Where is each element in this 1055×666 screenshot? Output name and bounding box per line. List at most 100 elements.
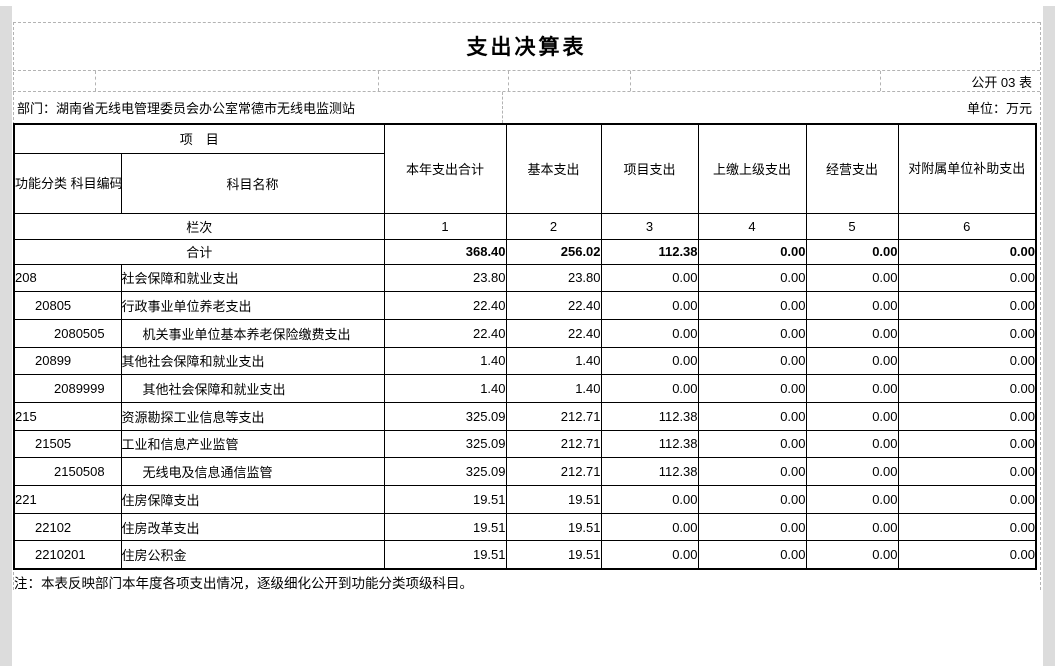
value-cell: 112.38 — [600, 401, 699, 431]
value-cell: 0.00 — [805, 263, 899, 293]
subject-name-cell: 资源勘探工业信息等支出 — [120, 401, 385, 431]
unit-label: 单位：万元 — [966, 101, 1032, 116]
value-cell: 22.40 — [383, 318, 507, 348]
header-col-operating: 经营支出 — [805, 123, 899, 214]
header-function-code: 功能分类 科目编码 — [13, 152, 122, 214]
page-title: 支出决算表 — [466, 36, 587, 59]
subject-name-cell: 住房保障支出 — [120, 485, 385, 514]
column-index: 3 — [600, 212, 699, 240]
table-row: 215 资源勘探工业信息等支出 325.09 212.71 112.38 0.0… — [13, 401, 1037, 431]
value-cell: 23.80 — [505, 263, 602, 293]
value-cell: 19.51 — [505, 512, 602, 542]
header-subject-name: 科目名称 — [120, 152, 385, 214]
table-row: 221 住房保障支出 19.51 19.51 0.00 0.00 0.00 0.… — [13, 485, 1037, 514]
column-index: 1 — [383, 212, 507, 240]
print-area-top-boundary — [13, 22, 1040, 23]
value-cell: 0.00 — [600, 512, 699, 542]
subject-name-cell: 住房改革支出 — [120, 512, 385, 542]
value-cell: 256.02 — [505, 238, 602, 265]
value-cell: 0.00 — [805, 318, 899, 348]
gridline — [502, 92, 503, 123]
function-code-cell: 2089999 — [13, 374, 122, 403]
value-cell: 0.00 — [805, 429, 899, 459]
value-cell: 0.00 — [897, 512, 1037, 542]
table-row: 2080505 机关事业单位基本养老保险缴费支出 22.40 22.40 0.0… — [13, 318, 1037, 348]
value-cell: 0.00 — [697, 374, 807, 403]
gridline — [508, 71, 509, 91]
subject-name-cell: 行政事业单位养老支出 — [120, 291, 385, 320]
function-code-cell: 2150508 — [13, 457, 122, 486]
function-code-cell: 208 — [13, 263, 122, 293]
value-cell: 212.71 — [505, 429, 602, 459]
expenditure-table: 项 目 本年支出合计 基本支出 项目支出 上缴上级支出 经营支出 对附属单位补助… — [13, 123, 1038, 570]
total-label: 合计 — [13, 238, 385, 265]
table-row: 2089999 其他社会保障和就业支出 1.40 1.40 0.00 0.00 … — [13, 374, 1037, 403]
header-col-total-year: 本年支出合计 — [383, 123, 507, 214]
value-cell: 112.38 — [600, 457, 699, 486]
value-cell: 0.00 — [805, 346, 899, 376]
value-cell: 0.00 — [897, 318, 1037, 348]
value-cell: 0.00 — [897, 457, 1037, 486]
value-cell: 19.51 — [383, 540, 507, 570]
value-cell: 0.00 — [697, 291, 807, 320]
value-cell: 0.00 — [697, 346, 807, 376]
gridline — [378, 71, 379, 91]
value-cell: 325.09 — [383, 401, 507, 431]
column-index: 2 — [505, 212, 602, 240]
value-cell: 19.51 — [505, 540, 602, 570]
table-row: 208 社会保障和就业支出 23.80 23.80 0.00 0.00 0.00… — [13, 263, 1037, 293]
header-col-subsidy: 对附属单位补助支出 — [897, 123, 1037, 214]
value-cell: 212.71 — [505, 401, 602, 431]
value-cell: 23.80 — [383, 263, 507, 293]
subject-name-cell: 无线电及信息通信监管 — [120, 457, 385, 486]
function-code-cell: 215 — [13, 401, 122, 431]
header-row-sub: 功能分类 科目编码 科目名称 — [13, 152, 1036, 214]
gridline — [95, 71, 96, 91]
value-cell: 0.00 — [805, 457, 899, 486]
value-cell: 368.40 — [383, 238, 507, 265]
value-cell: 0.00 — [697, 540, 807, 570]
value-cell: 212.71 — [505, 457, 602, 486]
value-cell: 19.51 — [383, 512, 507, 542]
value-cell: 22.40 — [505, 318, 602, 348]
value-cell: 0.00 — [697, 429, 807, 459]
function-code-cell: 2080505 — [13, 318, 122, 348]
header-project: 项 目 — [13, 123, 385, 154]
subject-name-cell: 工业和信息产业监管 — [120, 429, 385, 459]
value-cell: 0.00 — [897, 263, 1037, 293]
value-cell: 0.00 — [897, 401, 1037, 431]
header-row-project: 项 目 本年支出合计 基本支出 项目支出 上缴上级支出 经营支出 对附属单位补助… — [13, 123, 1037, 214]
subject-name-cell: 机关事业单位基本养老保险缴费支出 — [120, 318, 385, 348]
value-cell: 0.00 — [697, 457, 807, 486]
value-cell: 0.00 — [697, 485, 807, 514]
value-cell: 0.00 — [697, 401, 807, 431]
column-index: 5 — [805, 212, 899, 240]
table-row: 20805 行政事业单位养老支出 22.40 22.40 0.00 0.00 0… — [13, 291, 1037, 320]
value-cell: 1.40 — [505, 346, 602, 376]
table-footnote: 注：本表反映部门本年度各项支出情况，逐级细化公开到功能分类项级科目。 — [14, 576, 473, 591]
value-cell: 0.00 — [805, 374, 899, 403]
value-cell: 0.00 — [697, 318, 807, 348]
department-label: 部门：湖南省无线电管理委员会办公室常德市无线电监测站 — [17, 101, 356, 116]
value-cell: 0.00 — [897, 238, 1037, 265]
value-cell: 0.00 — [600, 291, 699, 320]
value-cell: 112.38 — [600, 238, 699, 265]
department-row: 部门：湖南省无线电管理委员会办公室常德市无线电监测站 单位：万元 — [13, 92, 1040, 123]
value-cell: 0.00 — [897, 429, 1037, 459]
value-cell: 112.38 — [600, 429, 699, 459]
value-cell: 0.00 — [805, 512, 899, 542]
value-cell: 1.40 — [383, 374, 507, 403]
value-cell: 19.51 — [383, 485, 507, 514]
column-index-row: 栏次 1 2 3 4 5 6 — [13, 212, 1037, 240]
function-code-cell: 221 — [13, 485, 122, 514]
value-cell: 0.00 — [897, 540, 1037, 570]
header-col-project-exp: 项目支出 — [600, 123, 699, 214]
value-cell: 22.40 — [383, 291, 507, 320]
lanci-label: 栏次 — [13, 212, 385, 240]
subject-name-cell: 住房公积金 — [120, 540, 385, 570]
function-code-cell: 21505 — [13, 429, 122, 459]
form-number-label: 公开 03 表 — [971, 74, 1032, 90]
function-code-cell: 20805 — [13, 291, 122, 320]
gridline — [630, 71, 631, 91]
value-cell: 0.00 — [697, 263, 807, 293]
